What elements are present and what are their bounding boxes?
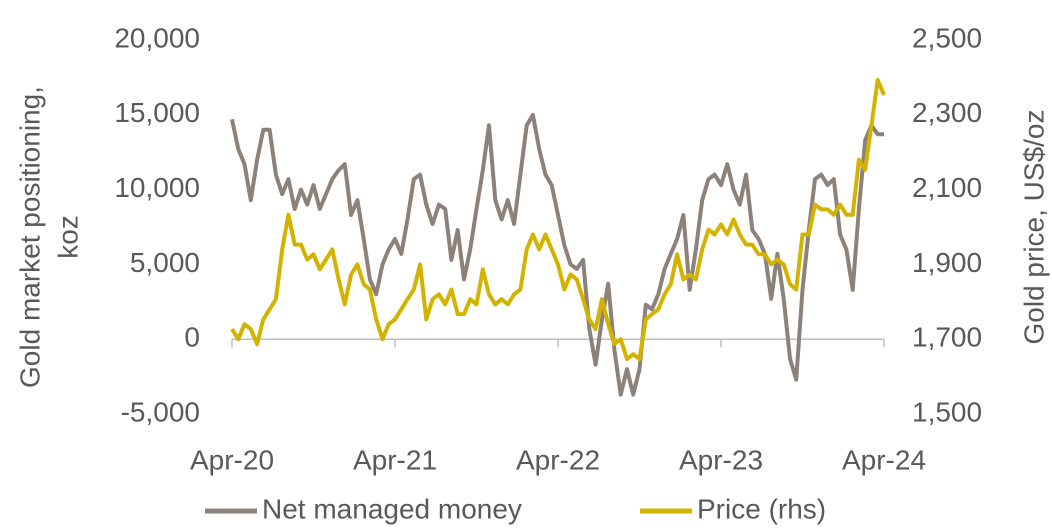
y2-tick-label: 1,900 [912, 247, 982, 278]
y-tick-label: 15,000 [114, 97, 200, 128]
x-tick-label: Apr-22 [516, 444, 600, 475]
y2-tick-label: 2,100 [912, 172, 982, 203]
y-axis-title: Gold market positioning, [14, 86, 45, 388]
series-line [230, 112, 884, 397]
y-axis-title: koz [52, 215, 83, 259]
y-tick-label: 0 [184, 322, 200, 353]
y-tick-label: 20,000 [114, 22, 200, 53]
y2-tick-label: 2,500 [912, 22, 982, 53]
legend-label: Net managed money [262, 493, 522, 524]
x-tick-label: Apr-21 [353, 444, 437, 475]
y-tick-label: 5,000 [130, 247, 200, 278]
y-tick-label: -5,000 [121, 396, 200, 427]
x-tick-label: Apr-24 [842, 444, 926, 475]
series-line [230, 78, 886, 361]
y2-tick-label: 2,300 [912, 97, 982, 128]
legend-label: Price (rhs) [697, 493, 826, 524]
x-tick-label: Apr-23 [679, 444, 763, 475]
y2-axis-title: Gold price, US$/oz [1018, 110, 1049, 345]
y-tick-label: 10,000 [114, 172, 200, 203]
y2-tick-label: 1,700 [912, 322, 982, 353]
x-tick-label: Apr-20 [190, 444, 274, 475]
y2-tick-label: 1,500 [912, 396, 982, 427]
